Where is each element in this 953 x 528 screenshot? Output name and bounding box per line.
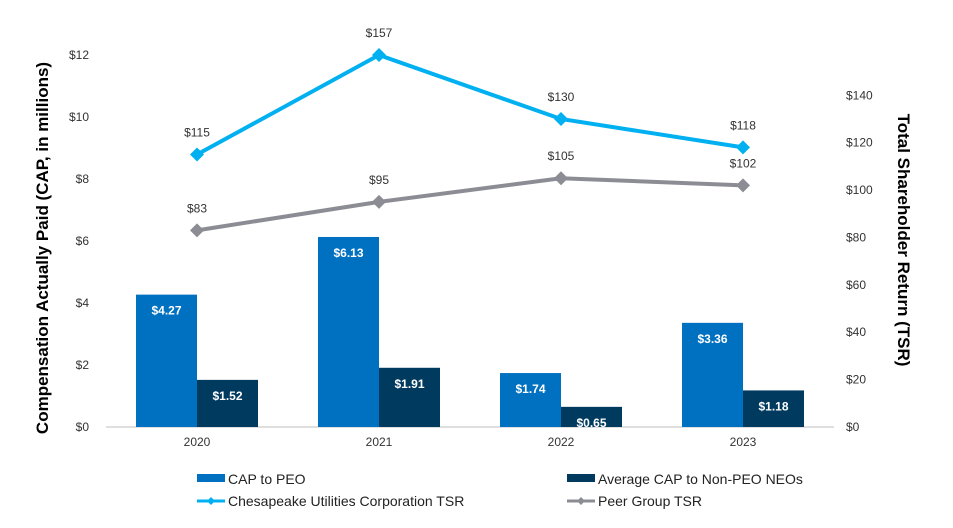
left-tick-label: $10 xyxy=(69,110,89,124)
right-tick-label: $80 xyxy=(846,230,866,244)
right-tick-label: $20 xyxy=(846,373,866,387)
left-tick-label: $4 xyxy=(76,296,90,310)
bar-cap-to-peo xyxy=(318,236,379,427)
legend-label: Peer Group TSR xyxy=(598,493,702,509)
line-marker xyxy=(190,223,204,238)
bar-data-label: $1.18 xyxy=(758,399,788,413)
bar-data-label: $1.74 xyxy=(515,382,545,396)
line-data-label: $83 xyxy=(187,201,207,215)
right-tick-label: $120 xyxy=(846,136,873,150)
bar-data-label: $0.65 xyxy=(576,416,606,430)
line-marker xyxy=(554,111,568,126)
line-marker xyxy=(190,147,204,162)
bar-data-label: $6.13 xyxy=(333,246,363,260)
legend-label: Average CAP to Non-PEO NEOs xyxy=(598,471,803,487)
left-tick-label: $12 xyxy=(69,48,89,62)
line-marker xyxy=(736,178,750,193)
bar-data-label: $1.91 xyxy=(394,377,424,391)
bar-data-label: $4.27 xyxy=(151,304,181,318)
line-data-label: $115 xyxy=(184,126,210,140)
bar-average-cap-to-non-peo-neos xyxy=(743,390,804,427)
left-tick-label: $6 xyxy=(76,234,90,248)
line-marker xyxy=(554,171,568,186)
x-tick-label: 2020 xyxy=(184,435,211,449)
right-tick-label: $0 xyxy=(846,420,860,434)
line-peer-group-tsr xyxy=(196,176,744,233)
y-axis-title: Compensation Actually Paid (CAP, in mill… xyxy=(33,62,52,434)
bar-cap-to-peo xyxy=(500,373,561,427)
legend-swatch xyxy=(567,474,595,482)
left-tick-label: $2 xyxy=(76,358,90,372)
line-marker xyxy=(736,140,750,155)
line-data-label: $95 xyxy=(369,173,389,187)
bar-data-label: $1.52 xyxy=(212,389,242,403)
legend-swatch xyxy=(197,474,225,482)
legend-marker xyxy=(207,497,215,505)
legend-marker xyxy=(577,497,585,505)
bar-cap-to-peo xyxy=(136,294,197,427)
legend-label: CAP to PEO xyxy=(228,471,306,487)
bar-average-cap-to-non-peo-neos xyxy=(561,406,622,427)
line-marker xyxy=(372,48,386,62)
line-data-label: $105 xyxy=(548,149,575,163)
x-tick-label: 2023 xyxy=(730,435,757,449)
line-data-label: $102 xyxy=(730,156,757,170)
legend-label: Chesapeake Utilities Corporation TSR xyxy=(228,493,464,509)
line-data-label: $118 xyxy=(730,118,756,132)
right-tick-label: $140 xyxy=(846,88,873,102)
line-data-label: $157 xyxy=(366,26,393,40)
line-marker xyxy=(372,194,386,209)
left-tick-label: $8 xyxy=(76,172,90,186)
y2-axis-title: Total Shareholder Return (TSR) xyxy=(894,114,913,367)
right-tick-label: $100 xyxy=(846,183,873,197)
x-tick-label: 2021 xyxy=(366,435,393,449)
bar-cap-to-peo xyxy=(682,322,743,427)
x-tick-label: 2022 xyxy=(548,435,575,449)
left-tick-label: $0 xyxy=(76,420,90,434)
line-data-label: $130 xyxy=(548,90,575,104)
line-chesapeake-utilities-corporation-tsr xyxy=(196,52,744,157)
bar-average-cap-to-non-peo-neos xyxy=(379,367,440,427)
bar-data-label: $3.36 xyxy=(697,332,727,346)
right-tick-label: $40 xyxy=(846,325,866,339)
right-tick-label: $60 xyxy=(846,278,866,292)
bar-average-cap-to-non-peo-neos xyxy=(197,379,258,427)
